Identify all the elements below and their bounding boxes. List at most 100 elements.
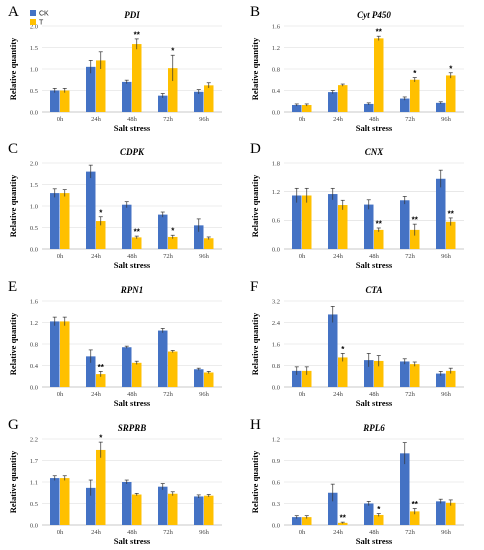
gene-title: RPN1 [120,285,144,295]
y-tick-label: 2.0 [30,160,38,167]
y-tick-label: 0.6 [272,479,281,486]
bar-t-48h [374,38,384,112]
bar-ck-48h [122,482,132,525]
bar-t-0h [302,370,312,387]
y-tick-label: 1.6 [272,341,281,348]
bar-t-96h [204,495,214,525]
x-axis-label: Salt stress [356,123,393,133]
panel-letter: B [250,4,260,20]
bar-t-0h [302,517,312,525]
x-tick-label: 48h [369,253,380,260]
x-axis-label: Salt stress [114,536,151,546]
y-tick-label: 0.9 [272,458,280,465]
y-tick-label: 0.8 [272,66,280,73]
gene-title: CNX [365,147,385,157]
y-tick-label: 1.2 [272,189,280,196]
x-axis-label: Salt stress [356,536,393,546]
x-tick-label: 24h [91,116,102,123]
bar-t-48h [132,494,142,525]
y-tick-label: 0.0 [272,109,280,116]
x-tick-label: 96h [441,253,452,260]
panel-f: F CTA 0.0 0.8 1.6 2.4 3.2 0h * 24h 48h 72h 96h Salt s… [250,279,464,408]
panel-letter: C [8,141,18,157]
bar-ck-48h [364,103,374,112]
x-tick-label: 48h [127,253,138,260]
y-tick-label: 1.5 [30,182,38,189]
panel-d: D CNX 0.0 0.6 1.2 1.8 0h 24h ** 48h ** 72h ** 96h Salt… [250,141,464,270]
y-tick-label: 0.0 [272,384,280,391]
bar-t-0h [60,478,70,525]
bar-t-24h [96,221,106,249]
gene-title: CTA [365,285,382,295]
bar-ck-96h [436,501,446,525]
y-tick-label: 2.2 [30,436,38,443]
x-axis-label: Salt stress [114,123,151,133]
bar-t-0h [60,321,70,387]
y-tick-label: 1.0 [30,66,38,73]
bar-ck-0h [50,321,60,387]
y-tick-label: 0.0 [30,246,38,253]
legend-swatch [30,10,36,16]
y-tick-label: 1.5 [30,45,38,52]
x-tick-label: 48h [369,391,380,398]
x-tick-label: 24h [91,529,102,536]
y-tick-label: 1.7 [30,458,39,465]
significance-mark: ** [376,219,383,228]
y-tick-label: 0.5 [30,225,38,232]
gene-title: RPL6 [362,423,385,433]
x-axis-label: Salt stress [356,398,393,408]
bar-ck-48h [122,81,132,112]
x-tick-label: 72h [405,253,416,260]
y-axis-label: Relative quantity [250,174,260,237]
bar-ck-0h [50,193,60,249]
bar-t-48h [132,362,142,387]
bar-t-24h [338,85,348,112]
x-tick-label: 96h [441,391,452,398]
x-axis-label: Salt stress [114,398,151,408]
significance-mark: ** [376,28,383,37]
bar-t-96h [204,85,214,112]
x-axis-label: Salt stress [114,260,151,270]
panel-e: E RPN1 0.0 0.4 0.8 1.2 1.6 0h ** 24h 48h 72h 96h Salt… [8,279,222,408]
x-tick-label: 24h [333,116,344,123]
bar-ck-72h [158,95,168,112]
significance-mark: * [449,64,453,73]
bar-ck-48h [122,347,132,387]
y-tick-label: 0.5 [30,88,38,95]
x-tick-label: 96h [441,116,452,123]
bar-ck-0h [292,105,302,112]
y-tick-label: 0.8 [272,363,280,370]
bar-ck-24h [86,66,96,112]
bar-ck-24h [328,314,338,387]
gene-title: Cyt P450 [357,10,391,20]
y-tick-label: 0.0 [30,522,38,529]
x-tick-label: 0h [299,253,306,260]
x-tick-label: 48h [127,116,138,123]
y-axis-label: Relative quantity [250,312,260,375]
x-tick-label: 48h [127,391,138,398]
bar-t-0h [302,105,312,112]
x-tick-label: 96h [199,529,210,536]
bar-ck-48h [364,360,374,387]
y-tick-label: 1.2 [272,45,280,52]
x-tick-label: 0h [299,116,306,123]
x-tick-label: 24h [333,253,344,260]
y-axis-label: Relative quantity [8,37,18,100]
x-tick-label: 24h [91,253,102,260]
bar-t-96h [204,372,214,387]
bar-t-0h [302,195,312,249]
x-tick-label: 72h [163,116,174,123]
bar-t-48h [374,360,384,387]
x-tick-label: 96h [199,116,210,123]
panel-b: B Cyt P450 0.0 0.4 0.8 1.2 1.6 0h 24h ** 48h * 72h * 9… [250,4,464,133]
significance-mark: ** [98,363,105,372]
bar-ck-96h [194,369,204,387]
panel-letter: F [250,279,258,295]
y-tick-label: 0.4 [272,88,281,95]
y-tick-label: 1.6 [272,23,281,30]
bar-t-96h [446,370,456,387]
legend-label: T [39,20,44,27]
legend-swatch [30,19,36,25]
x-tick-label: 0h [57,253,64,260]
